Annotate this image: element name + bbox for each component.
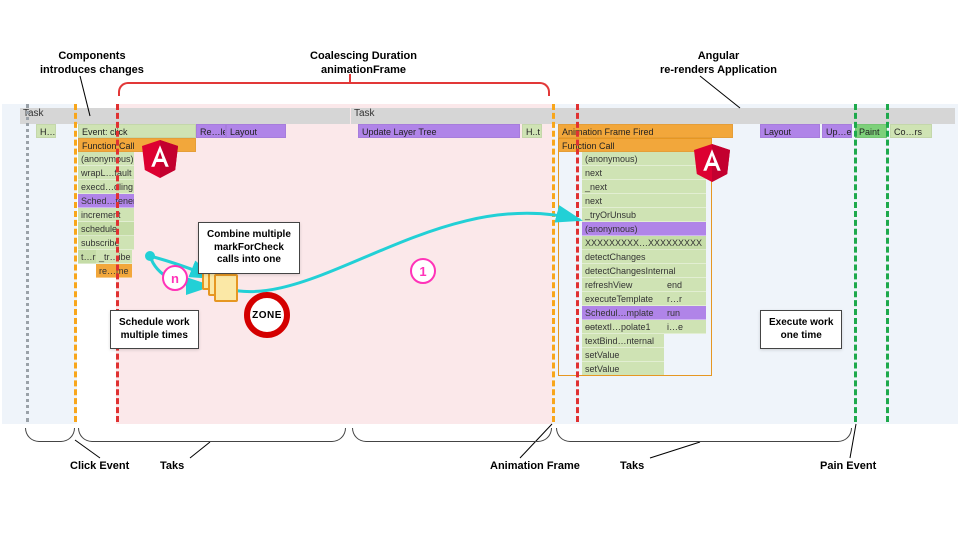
stack-frame: next [582, 166, 706, 180]
bottom-label: Click Event [70, 460, 129, 474]
doc-sheet [214, 274, 238, 302]
stack-frame: Schedul…mplate [582, 306, 664, 320]
stack-frame: re…me [96, 264, 132, 278]
callout: Execute work one time [760, 310, 842, 349]
vline [552, 104, 555, 422]
stack-frame: ɵɵtextI…polate1 [582, 320, 664, 334]
timeline-bar: Update Layer Tree [358, 124, 520, 138]
timeline-bar: Event: click [78, 124, 196, 138]
vline [576, 104, 579, 422]
pink-zone [116, 104, 552, 424]
timeline-bar: Layout [760, 124, 820, 138]
function-call-bar: Function Call [78, 138, 196, 152]
stack-frame: next [582, 194, 706, 208]
brace-bottom [352, 428, 552, 442]
stack-frame: refreshView [582, 278, 664, 292]
task-band-2-label: Task [351, 107, 378, 120]
timeline-bar: H… [36, 124, 56, 138]
stack-frame: (anonymous) [78, 152, 134, 166]
stack-frame: run [664, 306, 706, 320]
stack-frame: i…e [664, 320, 706, 334]
function-call-bar: Function Call [558, 138, 712, 152]
vline [74, 104, 77, 422]
stack-frame: increment [78, 208, 134, 222]
bottom-label: Taks [620, 460, 644, 474]
timeline-bar: Layout [226, 124, 286, 138]
stack-frame: _next [582, 180, 706, 194]
vline [26, 104, 29, 422]
circle-label: n [162, 265, 188, 291]
stack-frame: r…r [664, 292, 706, 306]
stack-frame: XXXXXXXXX…XXXXXXXXX [582, 236, 706, 250]
vline [854, 104, 857, 422]
stack-frame: end [664, 278, 706, 292]
timeline-bar: Co…rs [890, 124, 932, 138]
vline [116, 104, 119, 422]
bottom-label: Animation Frame [490, 460, 580, 474]
stack-frame: setValue [582, 348, 664, 362]
task-band-2: Task [351, 108, 955, 124]
stack-frame: t…r [78, 250, 96, 264]
stack-frame: textBind…nternal [582, 334, 664, 348]
circle-label: 1 [410, 258, 436, 284]
zone-sign: ZONE [244, 292, 290, 338]
stack-frame: (anonymous) [582, 222, 706, 236]
callout: Combine multiple markForCheck calls into… [198, 222, 300, 274]
timeline-bar: Paint [855, 124, 887, 138]
bottom-label: Pain Event [820, 460, 876, 474]
stack-frame: detectChangesInternal [582, 264, 706, 278]
stack-frame: Sched…tener [78, 194, 134, 208]
bottom-label: Taks [160, 460, 184, 474]
timeline-bar: H..t [522, 124, 542, 138]
annotation: Components introduces changes [40, 50, 144, 78]
stack-frame: _tr…ibe [96, 250, 132, 264]
stack-frame: subscribe [78, 236, 134, 250]
stack-frame: detectChanges [582, 250, 706, 264]
task-band-1-label: Task [20, 107, 47, 120]
stack-frame: schedule [78, 222, 134, 236]
stack-frame: executeTemplate [582, 292, 664, 306]
timeline-bar: Re…le [196, 124, 226, 138]
vline [886, 104, 889, 422]
annotation: Angular re-renders Application [660, 50, 777, 78]
stack-frame: execd…dling [78, 180, 134, 194]
stack-frame: setValue [582, 362, 664, 376]
task-band-1: Task [20, 108, 350, 124]
brace-bottom [25, 428, 75, 442]
stack-frame: _tryOrUnsub [582, 208, 706, 222]
stack-frame: (anonymous) [582, 152, 706, 166]
annotation: Coalescing Duration animationFrame [310, 50, 417, 78]
diagram-stage: Task Task H…Event: clickRe…leLayoutUpdat… [0, 0, 960, 540]
bg-tint-left [2, 104, 77, 424]
callout: Schedule work multiple times [110, 310, 199, 349]
timeline-bar: Up…e [822, 124, 852, 138]
brace-bottom [556, 428, 852, 442]
brace-top [118, 82, 550, 96]
zone-sign-label: ZONE [252, 310, 282, 321]
brace-bottom [78, 428, 346, 442]
stack-frame: wrapL…fault [78, 166, 134, 180]
timeline-bar: Animation Frame Fired [558, 124, 733, 138]
